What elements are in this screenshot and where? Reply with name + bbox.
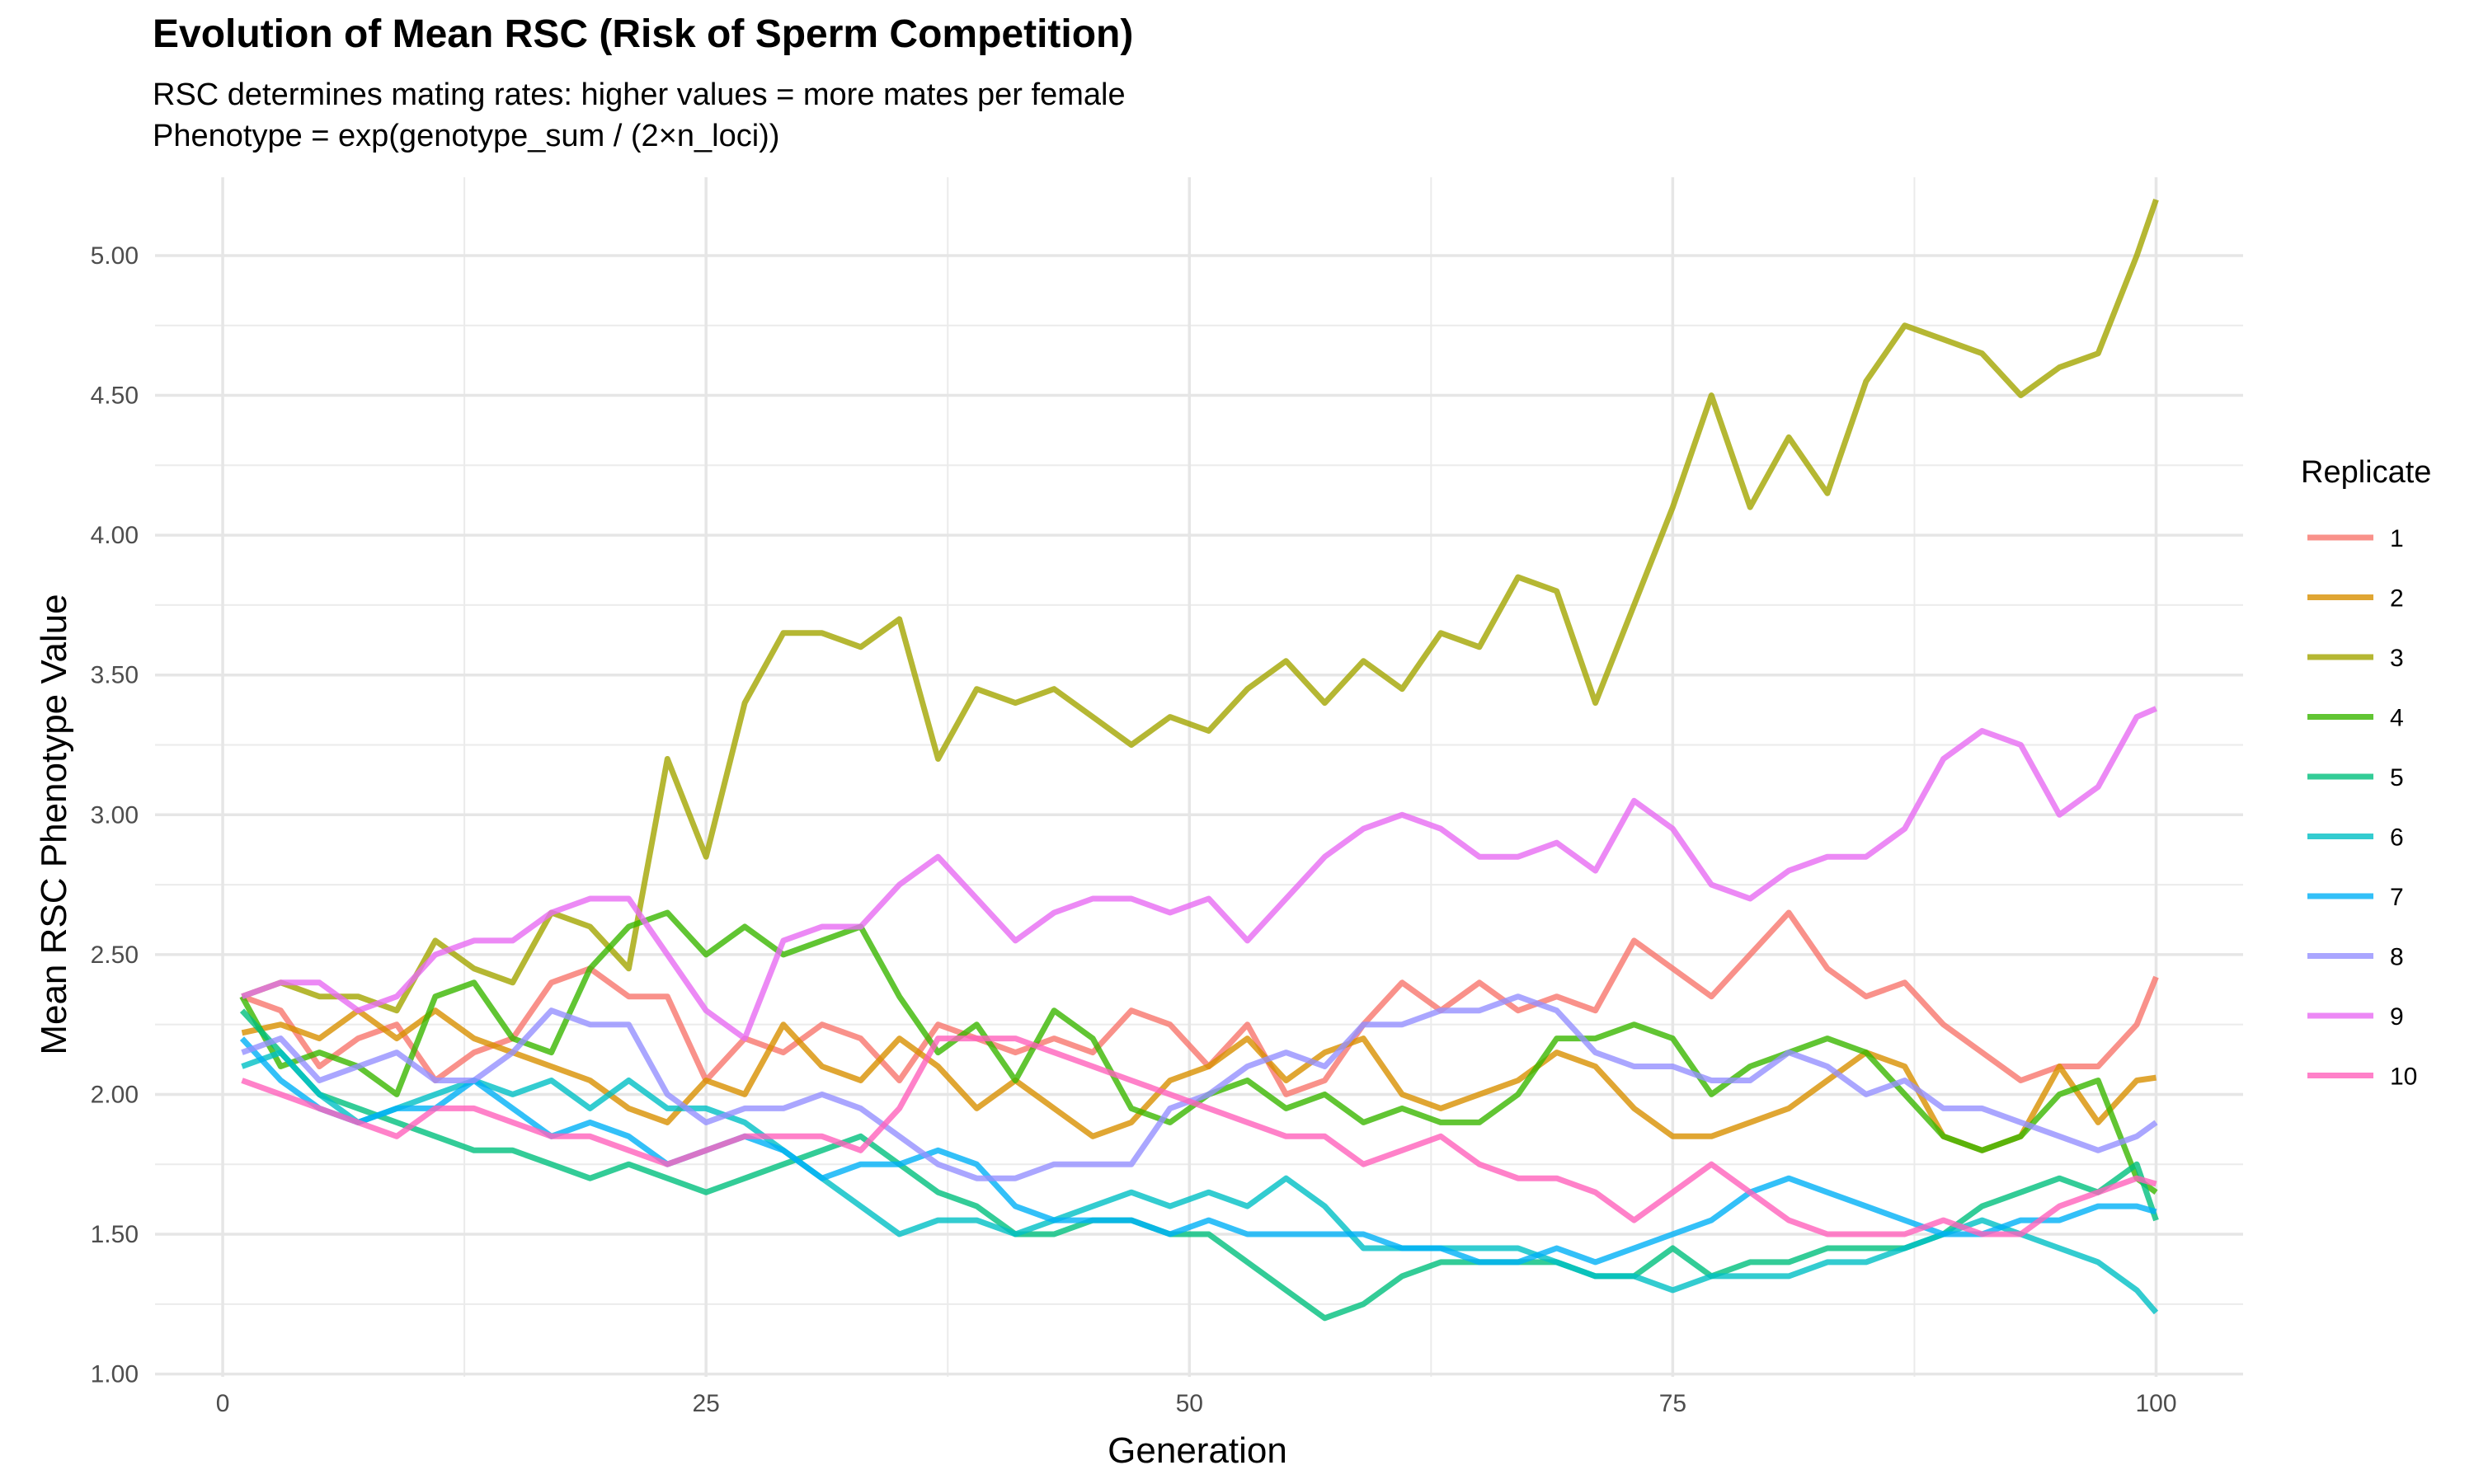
y-tick-label: 2.00: [91, 1081, 139, 1108]
y-tick-label: 1.50: [91, 1221, 139, 1248]
series-line-replicate-8: [241, 993, 2158, 1181]
series-line-replicate-2: [241, 1007, 2157, 1153]
x-tick-label: 75: [1659, 1390, 1686, 1417]
legend-label-replicate-10: 10: [2390, 1064, 2417, 1091]
series-lines: [239, 198, 2159, 1322]
legend-label-replicate-9: 9: [2390, 1003, 2404, 1031]
legend-label-replicate-1: 1: [2390, 525, 2404, 552]
x-axis-ticks: 0 25 50 75 100: [216, 1390, 2177, 1417]
y-tick-label: 3.00: [91, 801, 139, 829]
x-tick-label: 50: [1176, 1390, 1203, 1417]
y-tick-label: 5.00: [91, 242, 139, 270]
legend-label-replicate-5: 5: [2390, 764, 2404, 791]
legend-label-replicate-7: 7: [2390, 884, 2404, 911]
y-tick-label: 4.50: [91, 383, 139, 410]
legend-label-replicate-8: 8: [2390, 944, 2404, 971]
y-tick-label: 2.50: [91, 942, 139, 969]
series-line-replicate-3: [241, 198, 2159, 1014]
series-line-replicate-10: [241, 1036, 2157, 1237]
legend-label-replicate-4: 4: [2390, 705, 2404, 732]
x-axis-label: Generation: [1108, 1430, 1287, 1471]
legend-label-replicate-3: 3: [2390, 645, 2404, 672]
x-tick-label: 25: [692, 1390, 719, 1417]
chart-title: Evolution of Mean RSC (Risk of Sperm Com…: [153, 12, 1134, 56]
series-line-replicate-7: [239, 1036, 2157, 1266]
legend-label-replicate-6: 6: [2390, 824, 2404, 852]
series-line-replicate-5: [239, 1008, 2159, 1322]
legend: 1 2 3 4 5 6 7 8 9 10: [2307, 525, 2417, 1091]
chart-subtitle-line-2: Phenotype = exp(genotype_sum / (2×n_loci…: [153, 119, 780, 153]
y-tick-label: 3.50: [91, 662, 139, 689]
series-line-replicate-6: [241, 1050, 2159, 1315]
y-axis-ticks: 1.00 1.50 2.00 2.50 3.00 3.50 4.00 4.50 5.00: [91, 242, 139, 1388]
series-line-replicate-9: [241, 706, 2157, 1042]
y-tick-label: 1.00: [91, 1361, 139, 1388]
chart-subtitle-line-1: RSC determines mating rates: higher valu…: [153, 77, 1126, 112]
y-tick-label: 4.00: [91, 522, 139, 549]
legend-title: Replicate: [2301, 455, 2432, 490]
legend-label-replicate-2: 2: [2390, 585, 2404, 613]
x-tick-label: 100: [2135, 1390, 2176, 1417]
x-tick-label: 0: [216, 1390, 230, 1417]
